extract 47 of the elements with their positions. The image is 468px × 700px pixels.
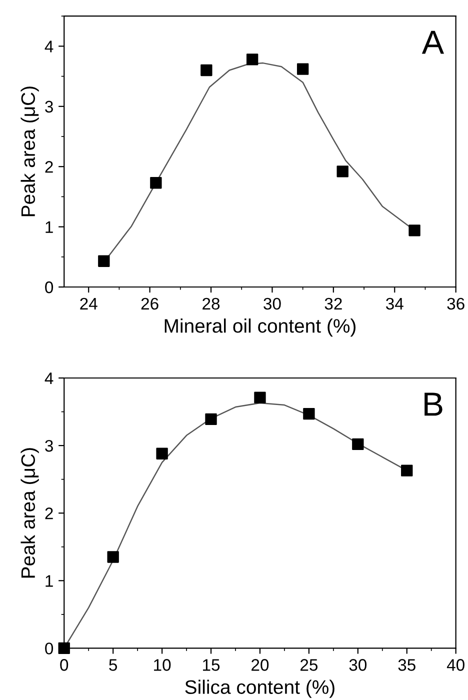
point — [336, 166, 348, 178]
x-tick-label: 24 — [80, 298, 98, 310]
y-tick-label: 2 — [45, 161, 53, 173]
x-tick-label: 30 — [349, 659, 367, 671]
x-tick-label: 32 — [324, 298, 342, 310]
point — [98, 255, 110, 267]
y-tick-label: 4 — [44, 40, 54, 52]
x-tick-label: 36 — [447, 298, 464, 310]
y-tick-label: 2 — [45, 508, 53, 520]
annotation: A — [422, 30, 444, 54]
y-tick-label: 3 — [45, 440, 53, 452]
x-tick-label: 0 — [60, 659, 68, 671]
y-axis-title: Peak area (μC) — [20, 448, 39, 578]
y-tick-label: 3 — [45, 100, 53, 113]
y-axis-title: Peak area (μC) — [20, 86, 39, 216]
point — [246, 54, 258, 66]
x-tick-label: 20 — [252, 659, 269, 671]
y-tick-label: 1 — [46, 575, 53, 587]
x-tick-label: 10 — [154, 659, 171, 671]
point — [107, 551, 119, 563]
x-tick-label: 40 — [446, 659, 464, 671]
x-tick-label: 34 — [386, 298, 404, 310]
point — [401, 464, 413, 476]
x-tick-label: 5 — [109, 659, 118, 671]
y-tick-label: 4 — [44, 372, 54, 384]
x-axis-title: Mineral oil content (%) — [164, 318, 356, 337]
point — [150, 177, 162, 189]
y-tick-label: 0 — [45, 642, 54, 654]
point — [156, 448, 168, 460]
annotation: B — [424, 392, 442, 416]
point — [408, 224, 420, 236]
x-tick-label: 35 — [398, 659, 416, 671]
x-tick-label: 28 — [202, 298, 220, 310]
point — [296, 63, 309, 75]
y-tick-label: 0 — [45, 281, 54, 294]
x-tick-label: 25 — [300, 659, 318, 671]
x-tick-label: 30 — [264, 298, 281, 310]
point — [58, 642, 70, 654]
point — [254, 392, 266, 404]
point — [303, 408, 315, 420]
y-tick-label: 1 — [46, 221, 53, 233]
x-tick-label: 15 — [203, 659, 220, 671]
point — [352, 438, 364, 450]
x-tick-label: 26 — [141, 298, 158, 310]
point — [205, 413, 217, 426]
x-axis-title: Silica content (%) — [185, 680, 334, 698]
point — [200, 64, 212, 76]
